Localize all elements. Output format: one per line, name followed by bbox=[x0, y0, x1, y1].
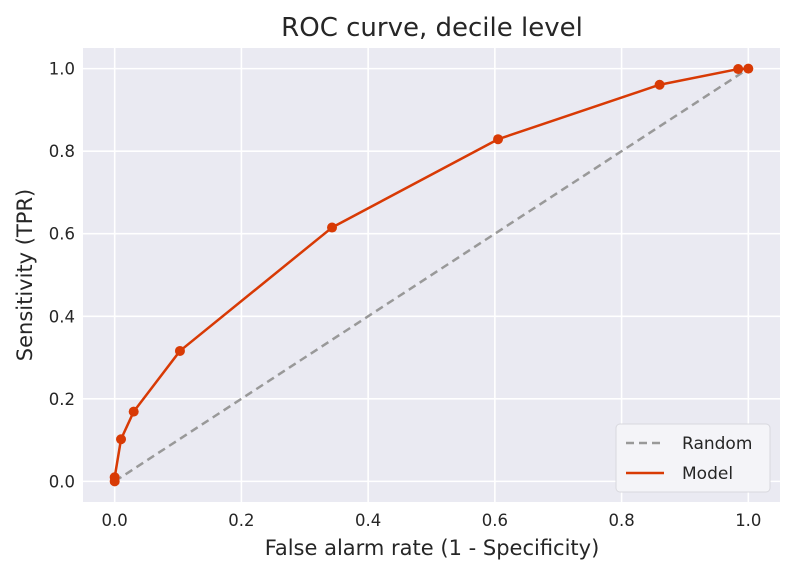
y-tick-label: 0.4 bbox=[49, 307, 75, 326]
model-data-point bbox=[174, 345, 185, 356]
model-data-point bbox=[743, 63, 754, 74]
series-layer bbox=[109, 63, 754, 487]
legend-model-label: Model bbox=[682, 464, 733, 484]
model-data-point bbox=[654, 79, 665, 90]
x-axis-label: False alarm rate (1 - Specificity) bbox=[265, 536, 600, 560]
y-axis-label: Sensitivity (TPR) bbox=[13, 189, 37, 361]
model-data-point bbox=[109, 472, 120, 483]
y-tick-label: 1.0 bbox=[49, 60, 75, 79]
y-tick-label: 0.8 bbox=[49, 142, 75, 161]
model-data-point bbox=[327, 222, 338, 233]
random-series-line bbox=[113, 67, 750, 483]
y-tick-label: 0.6 bbox=[49, 225, 75, 244]
model-series-line bbox=[113, 67, 749, 482]
chart-title: ROC curve, decile level bbox=[281, 13, 583, 43]
y-tick-label: 0.0 bbox=[49, 472, 75, 491]
model-data-point bbox=[116, 434, 127, 445]
y-tick-label: 0.2 bbox=[49, 390, 75, 409]
x-tick-label: 1.0 bbox=[735, 511, 761, 530]
x-tick-label: 0.4 bbox=[355, 511, 381, 530]
model-data-point bbox=[733, 64, 744, 75]
legend: Random Model bbox=[615, 423, 771, 493]
legend-box bbox=[615, 423, 771, 493]
x-tick-label: 0.6 bbox=[482, 511, 508, 530]
x-tick-label: 0.2 bbox=[228, 511, 254, 530]
grid-lines bbox=[83, 48, 780, 502]
x-tick-label: 0.8 bbox=[608, 511, 634, 530]
model-data-point bbox=[493, 134, 504, 145]
model-data-point bbox=[128, 406, 139, 417]
x-tick-label: 0.0 bbox=[102, 511, 128, 530]
tick-labels: 0.0 0.2 0.4 0.6 0.8 1.0 0.0 0.2 0.4 0.6 0.8 1.0 bbox=[49, 60, 762, 530]
legend-random-label: Random bbox=[682, 434, 752, 454]
